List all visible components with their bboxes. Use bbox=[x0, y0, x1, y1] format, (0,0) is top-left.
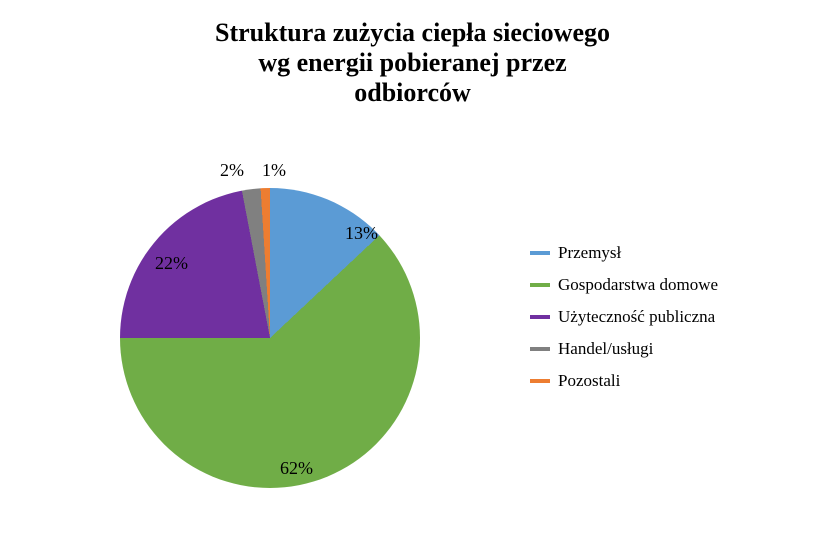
legend-item: Użyteczność publiczna bbox=[530, 307, 718, 327]
legend-item: Handel/usługi bbox=[530, 339, 718, 359]
slice-label: 1% bbox=[262, 160, 286, 181]
legend-item: Pozostali bbox=[530, 371, 718, 391]
legend: Przemysł Gospodarstwa domowe Użyteczność p… bbox=[530, 243, 718, 403]
slice-label: 62% bbox=[280, 458, 313, 479]
legend-item: Przemysł bbox=[530, 243, 718, 263]
legend-label: Użyteczność publiczna bbox=[558, 307, 715, 327]
slice-label: 13% bbox=[345, 223, 378, 244]
chart-title: Struktura zużycia ciepła sieciowegowg en… bbox=[63, 18, 763, 108]
legend-swatch bbox=[530, 283, 550, 287]
slice-label: 22% bbox=[155, 253, 188, 274]
legend-label: Gospodarstwa domowe bbox=[558, 275, 718, 295]
legend-swatch bbox=[530, 251, 550, 255]
pie-chart: 13% 62% 22% 2% 1% bbox=[100, 158, 440, 498]
legend-label: Handel/usługi bbox=[558, 339, 653, 359]
legend-label: Pozostali bbox=[558, 371, 620, 391]
legend-swatch bbox=[530, 379, 550, 383]
legend-label: Przemysł bbox=[558, 243, 621, 263]
legend-swatch bbox=[530, 315, 550, 319]
legend-swatch bbox=[530, 347, 550, 351]
slice-label: 2% bbox=[220, 160, 244, 181]
legend-item: Gospodarstwa domowe bbox=[530, 275, 718, 295]
